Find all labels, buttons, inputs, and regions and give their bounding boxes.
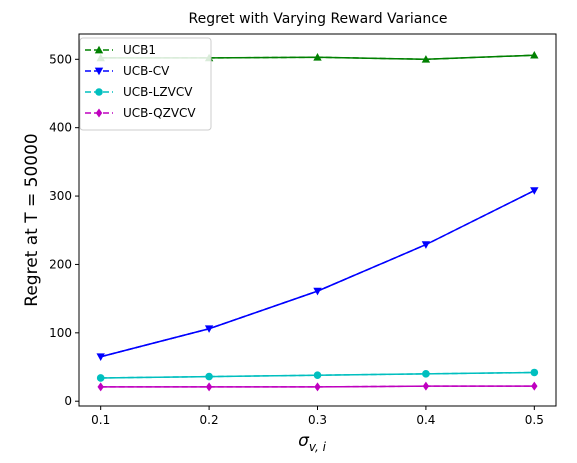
x-tick-label: 0.1 bbox=[91, 413, 110, 427]
data-point bbox=[313, 287, 322, 296]
data-point bbox=[531, 381, 538, 391]
data-point bbox=[96, 374, 105, 382]
series-line bbox=[100, 189, 535, 358]
data-point bbox=[205, 382, 213, 392]
data-point bbox=[313, 53, 322, 61]
data-point bbox=[204, 325, 214, 333]
x-tick-label: 0.5 bbox=[525, 413, 544, 427]
y-tick-label: 0 bbox=[64, 394, 72, 408]
x-tick-label: 0.4 bbox=[416, 413, 435, 427]
chart-title: Regret with Varying Reward Variance bbox=[188, 11, 447, 27]
legend-label: UCB-CV bbox=[123, 64, 170, 78]
y-tick-label: 200 bbox=[49, 257, 72, 271]
data-point bbox=[530, 187, 539, 195]
x-tick-label: 0.2 bbox=[200, 413, 219, 427]
series-line-dashed bbox=[100, 189, 535, 358]
data-point bbox=[530, 50, 539, 59]
series-ucb-cv bbox=[96, 187, 539, 361]
data-point bbox=[97, 382, 104, 392]
y-tick-label: 300 bbox=[49, 189, 72, 203]
data-point bbox=[205, 372, 213, 381]
legend-item-ucb-lzvcv: UCB-LZVCV bbox=[85, 85, 193, 99]
legend: UCB1 UCB-CV UCB-LZVCV UCB-QZVCV bbox=[79, 37, 212, 131]
legend-box bbox=[79, 37, 212, 131]
y-tick-label: 400 bbox=[49, 121, 72, 135]
x-axis-label-subscript: v, i bbox=[309, 440, 327, 454]
x-axis-label: σv, i bbox=[298, 431, 327, 454]
legend-marker bbox=[94, 67, 104, 76]
data-point bbox=[422, 381, 430, 391]
data-point bbox=[96, 353, 105, 361]
legend-label: UCB-QZVCV bbox=[123, 106, 196, 120]
legend-label: UCB-LZVCV bbox=[123, 85, 193, 99]
series-ucb-qzvcv bbox=[97, 381, 538, 392]
y-tick-label: 500 bbox=[49, 52, 72, 66]
y-tick-label: 100 bbox=[49, 326, 72, 340]
data-point bbox=[314, 382, 321, 392]
legend-marker bbox=[95, 108, 103, 118]
data-point bbox=[313, 371, 322, 380]
legend-item-ucb1: UCB1 bbox=[85, 43, 156, 57]
legend-marker bbox=[95, 88, 103, 96]
y-axis-label: Regret at T = 50000 bbox=[22, 133, 42, 306]
x-axis: 0.1 0.2 0.3 0.4 0.5 bbox=[91, 406, 544, 427]
y-axis: 0 100 200 300 400 500 bbox=[49, 52, 79, 408]
data-point bbox=[422, 370, 430, 378]
data-point bbox=[421, 241, 431, 249]
legend-item-ucb-cv: UCB-CV bbox=[85, 64, 170, 78]
legend-item-ucb-qzvcv: UCB-QZVCV bbox=[85, 106, 196, 120]
x-tick-label: 0.3 bbox=[308, 413, 327, 427]
legend-marker bbox=[94, 45, 104, 54]
data-point bbox=[421, 55, 431, 63]
legend-label: UCB1 bbox=[123, 43, 156, 57]
data-point bbox=[530, 368, 539, 377]
series-ucb-lzvcv bbox=[96, 368, 539, 382]
